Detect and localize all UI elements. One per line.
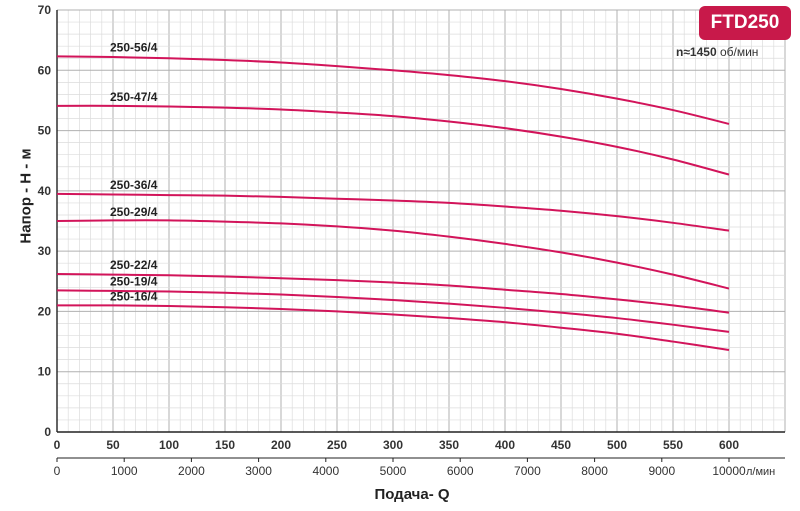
- x-tick-label: 250: [327, 438, 347, 452]
- x-tick-label: 0: [54, 438, 61, 452]
- x2-tick-label: 5000: [380, 464, 407, 478]
- speed-label: n≈1450 об/мин: [676, 45, 758, 59]
- x2-tick-labels: 0 1000 2000 3000 4000 5000 6000 7000 8000 9000 100…: [54, 464, 746, 478]
- y-tick-label: 0: [44, 425, 51, 439]
- curve-label: 250-29/4: [110, 205, 158, 219]
- x-tick-label: 550: [663, 438, 683, 452]
- x2-tick-label: 0: [54, 464, 61, 478]
- x-tick-labels: 0 50 100 150 200 250 300 350 400 450 500 550 600: [54, 438, 740, 452]
- y-tick-label: 40: [38, 184, 52, 198]
- y-axis-label: Напор - H - м: [17, 148, 35, 244]
- curve-label: 250-22/4: [110, 258, 158, 272]
- y-tick-label: 20: [38, 304, 52, 318]
- x2-tick-label: 6000: [447, 464, 474, 478]
- model-badge: FTD250: [699, 6, 791, 40]
- curve-250-19/4: [56, 289, 730, 333]
- y-tick-label: 10: [38, 365, 52, 379]
- x-tick-label: 450: [551, 438, 571, 452]
- x-tick-label: 150: [215, 438, 235, 452]
- y-tick-label: 30: [38, 244, 52, 258]
- curve-250-16/4: [56, 304, 730, 351]
- x-tick-label: 200: [271, 438, 291, 452]
- x-tick-label: 350: [439, 438, 459, 452]
- y-tick-label: 60: [38, 63, 52, 77]
- x2-unit-label: л/мин: [746, 466, 776, 478]
- curve-label: 250-19/4: [110, 274, 158, 288]
- y-tick-labels: 0 10 20 30 40 50 60 70: [38, 3, 52, 439]
- x-tick-label: 300: [383, 438, 403, 452]
- x-tick-label: 500: [607, 438, 627, 452]
- x2-tick-label: 8000: [581, 464, 608, 478]
- y-tick-label: 70: [38, 3, 52, 17]
- curve-label: 250-56/4: [110, 40, 158, 54]
- curve-250-29/4: [56, 219, 730, 290]
- speed-value: n≈1450: [676, 45, 717, 59]
- curves: [56, 55, 730, 351]
- y-tick-label: 50: [38, 124, 52, 138]
- x2-tick-label: 2000: [178, 464, 205, 478]
- curve-labels: 250-56/4 250-47/4 250-36/4 250-29/4 250-22/4…: [110, 40, 158, 303]
- curve-250-36/4: [56, 192, 730, 232]
- curve-250-56/4: [56, 55, 730, 125]
- curve-label: 250-16/4: [110, 289, 158, 303]
- speed-unit: об/мин: [719, 45, 759, 59]
- curve-250-22/4: [56, 273, 730, 314]
- x2-tick-label: 9000: [648, 464, 675, 478]
- x2-tick-label: 10000: [712, 464, 746, 478]
- x-tick-label: 400: [495, 438, 515, 452]
- x-tick-label: 100: [159, 438, 179, 452]
- x-tick-label: 600: [719, 438, 739, 452]
- x-tick-label: 50: [106, 438, 120, 452]
- x2-tick-label: 3000: [245, 464, 272, 478]
- x2-tick-label: 1000: [111, 464, 138, 478]
- axes: [56, 10, 785, 462]
- x2-tick-label: 7000: [514, 464, 541, 478]
- x2-tick-label: 4000: [312, 464, 339, 478]
- x-axis-label: Подача- Q: [374, 486, 450, 503]
- curve-label: 250-47/4: [110, 90, 158, 104]
- curve-250-47/4: [56, 104, 730, 176]
- curve-label: 250-36/4: [110, 178, 158, 192]
